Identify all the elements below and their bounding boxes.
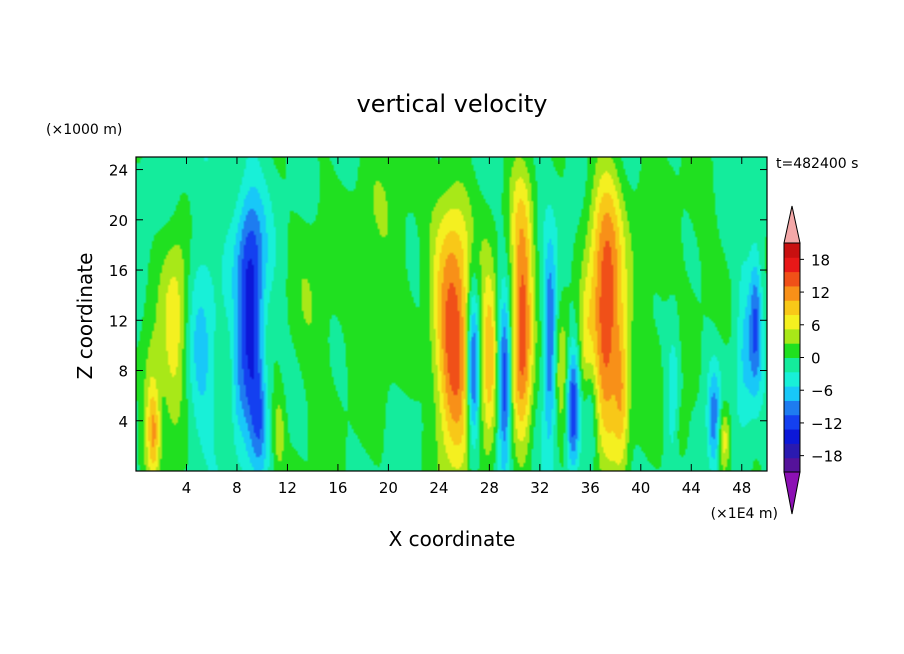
x-tick-label: 28 (480, 479, 499, 497)
colorbar-segment (784, 271, 800, 287)
chart-title: vertical velocity (357, 90, 548, 118)
plot-frame (135, 156, 768, 472)
colorbar-segment (784, 257, 800, 273)
colorbar-segment (784, 457, 800, 473)
colorbar-tick-label: 18 (811, 251, 830, 269)
y-axis-ticks: 4 8 12 16 20 24 (109, 162, 767, 431)
x-tick-label: 12 (278, 479, 297, 497)
y-tick-label: 8 (118, 363, 128, 381)
colorbar-segment (784, 343, 800, 358)
x-axis-label: X coordinate (389, 527, 516, 551)
y-tick-label: 24 (109, 162, 128, 180)
colorbar-tick-label: 0 (811, 350, 821, 368)
y-tick-label: 12 (109, 312, 128, 330)
colorbar-over-triangle (783, 205, 801, 244)
x-tick-label: 44 (682, 479, 701, 497)
y-axis-label: Z coordinate (73, 253, 97, 380)
x-tick-label: 4 (182, 479, 192, 497)
colorbar-segment (784, 429, 800, 444)
velocity-field-contour (136, 157, 767, 471)
x-tick-label: 24 (429, 479, 448, 497)
x-tick-label: 48 (732, 479, 751, 497)
x-tick-label: 16 (328, 479, 347, 497)
x-tick-label: 32 (530, 479, 549, 497)
y-tick-label: 20 (109, 212, 128, 230)
colorbar-segment (784, 414, 800, 430)
x-axis-unit: (×1E4 m) (711, 506, 778, 522)
colorbar-segment (784, 443, 800, 459)
y-axis-unit: (×1000 m) (46, 122, 122, 138)
colorbar-segment (784, 328, 800, 344)
colorbar-segment (784, 285, 800, 301)
time-label: t=482400 s (776, 156, 858, 172)
colorbar-tick-label: −18 (811, 448, 843, 466)
colorbar-segment (784, 243, 800, 258)
colorbar-segment (784, 386, 800, 401)
x-tick-label: 40 (631, 479, 650, 497)
x-tick-label: 8 (232, 479, 242, 497)
colorbar-tick-label: 6 (811, 317, 821, 335)
x-tick-label: 36 (581, 479, 600, 497)
y-tick-label: 4 (118, 413, 128, 431)
colorbar-segment (784, 357, 800, 373)
colorbar-under-triangle (783, 471, 801, 515)
colorbar-segment (784, 400, 800, 416)
colorbar-segment (784, 300, 800, 316)
x-axis-ticks: 4 8 12 16 20 24 28 32 36 40 44 48 (182, 157, 751, 497)
colorbar: 18 12 6 0 −6 −12 −18 (783, 205, 843, 515)
colorbar-tick-label: −12 (811, 415, 843, 433)
colorbar-tick-label: −6 (811, 382, 833, 400)
y-tick-label: 16 (109, 262, 128, 280)
x-tick-label: 20 (379, 479, 398, 497)
colorbar-segment (784, 371, 800, 387)
colorbar-tick-label: 12 (811, 284, 830, 302)
colorbar-segment (784, 314, 800, 330)
